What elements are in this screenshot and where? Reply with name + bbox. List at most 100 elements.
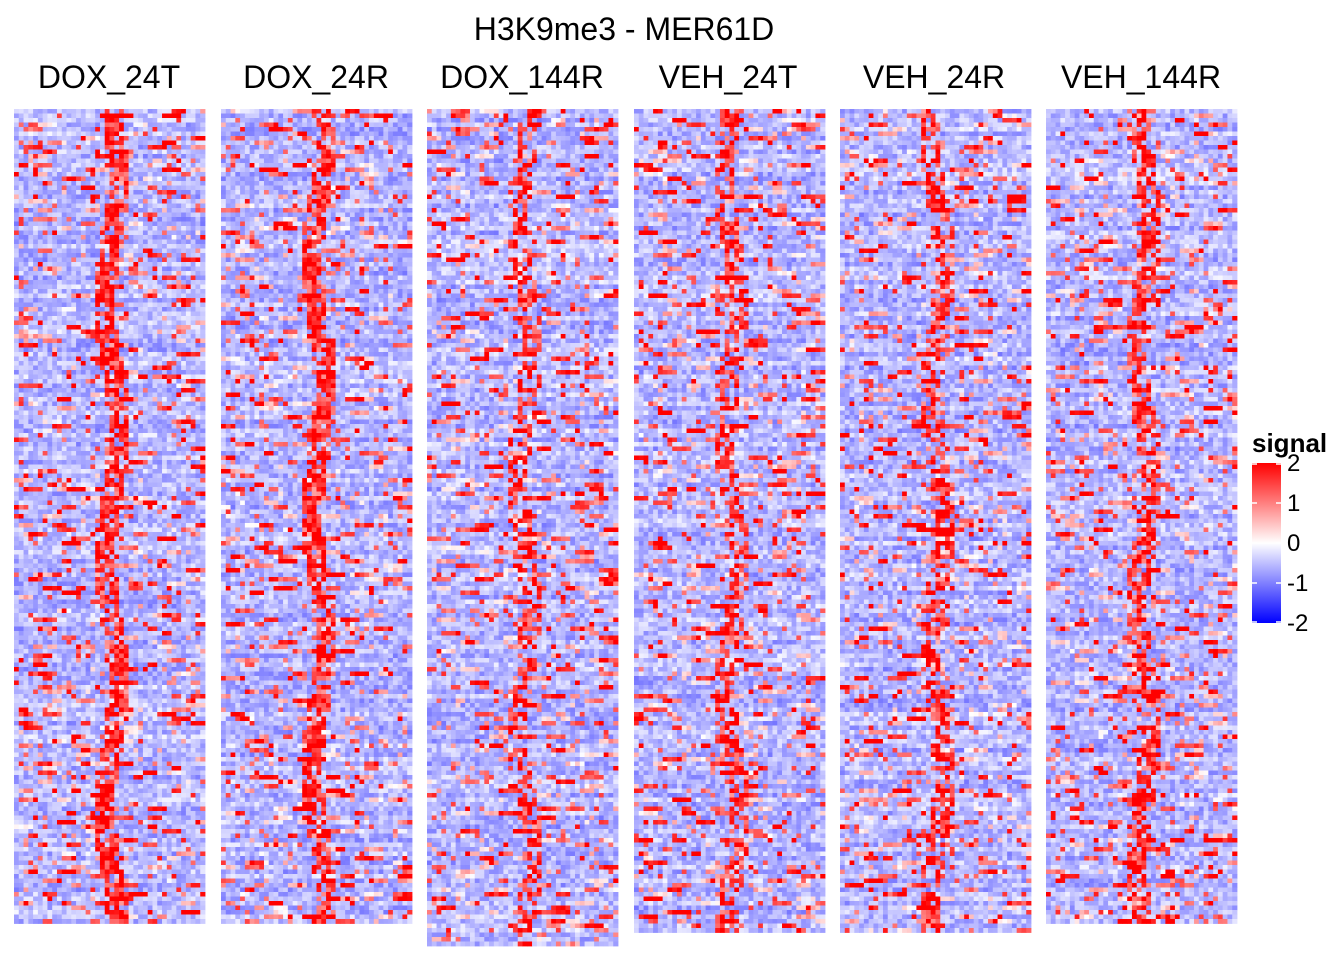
heatmap-cell [172,339,177,344]
heatmap-cell [119,388,124,393]
heatmap-cell [181,442,186,447]
heatmap-cell [172,249,177,254]
heatmap-cell [57,582,62,587]
heatmap-cell [28,240,33,245]
heatmap-cell [191,195,196,200]
heatmap-cell [67,564,72,569]
heatmap-cell [152,519,157,524]
heatmap-cell [181,226,186,231]
heatmap-cell [191,465,196,470]
heatmap-cell [119,150,124,155]
heatmap-cell [143,307,148,312]
heatmap-cell [200,501,205,506]
heatmap-cell [195,330,200,335]
heatmap-cell [176,519,181,524]
heatmap-cell [148,429,153,434]
heatmap-cell [172,577,177,582]
heatmap-cell [62,469,67,474]
heatmap-cell [67,568,72,573]
heatmap-cell [14,609,19,614]
heatmap-cell [100,451,105,456]
heatmap-cell [52,330,57,335]
heatmap-cell [157,136,162,141]
heatmap-cell [67,240,72,245]
heatmap-cell [129,303,134,308]
heatmap-cell [110,190,115,195]
heatmap-cell [143,114,148,119]
heatmap-cell [38,361,43,366]
heatmap-cell [176,231,181,236]
heatmap-cell [195,190,200,195]
heatmap-cell [81,325,86,330]
heatmap-cell [24,352,29,357]
heatmap-cell [191,307,196,312]
heatmap-cell [100,532,105,537]
heatmap-cell [90,510,95,515]
heatmap-cell [52,334,57,339]
heatmap-cell [43,523,48,528]
heatmap-cell [100,411,105,416]
heatmap-cell [100,582,105,587]
heatmap-cell [105,208,110,213]
heatmap-cell [33,402,38,407]
heatmap-cell [95,375,100,380]
heatmap-cell [95,420,100,425]
heatmap-cell [81,316,86,321]
heatmap-cell [28,460,33,465]
heatmap-cell [62,249,67,254]
heatmap-cell [143,249,148,254]
heatmap-cell [28,456,33,461]
heatmap-cell [124,145,129,150]
heatmap-cell [162,582,167,587]
heatmap-cell [90,262,95,267]
heatmap-cell [43,145,48,150]
heatmap-cell [148,298,153,303]
heatmap-cell [67,528,72,533]
heatmap-cell [19,226,24,231]
heatmap-cell [105,190,110,195]
heatmap-cell [19,564,24,569]
heatmap-cell [186,388,191,393]
heatmap-cell [152,577,157,582]
heatmap-cell [81,204,86,209]
heatmap-cell [24,595,29,600]
heatmap-cell [24,231,29,236]
heatmap-cell [100,208,105,213]
heatmap-cell [14,375,19,380]
heatmap-cell [52,528,57,533]
heatmap-cell [114,384,119,389]
heatmap-cell [181,276,186,281]
heatmap-cell [86,150,91,155]
heatmap-cell [143,519,148,524]
heatmap-cell [71,343,76,348]
heatmap-cell [24,145,29,150]
heatmap-cell [86,366,91,371]
heatmap-cell [124,271,129,276]
heatmap-cell [133,465,138,470]
heatmap-cell [47,469,52,474]
heatmap-cell [162,271,167,276]
heatmap-cell [67,312,72,317]
heatmap-cell [162,132,167,137]
heatmap-cell [124,154,129,159]
heatmap-cell [100,190,105,195]
heatmap-cell [110,393,115,398]
heatmap-cell [148,501,153,506]
heatmap-cell [28,262,33,267]
heatmap-cell [176,510,181,515]
heatmap-cell [181,465,186,470]
heatmap-cell [86,357,91,362]
heatmap-cell [191,447,196,452]
heatmap-cell [24,465,29,470]
heatmap-cell [124,127,129,132]
heatmap-cell [191,294,196,299]
heatmap-cell [195,366,200,371]
heatmap-cell [133,393,138,398]
heatmap-cell [172,267,177,272]
heatmap-cell [200,420,205,425]
heatmap-cell [105,411,110,416]
heatmap-cell [133,298,138,303]
heatmap-cell [124,195,129,200]
heatmap-cell [176,537,181,542]
heatmap-cell [47,546,52,551]
